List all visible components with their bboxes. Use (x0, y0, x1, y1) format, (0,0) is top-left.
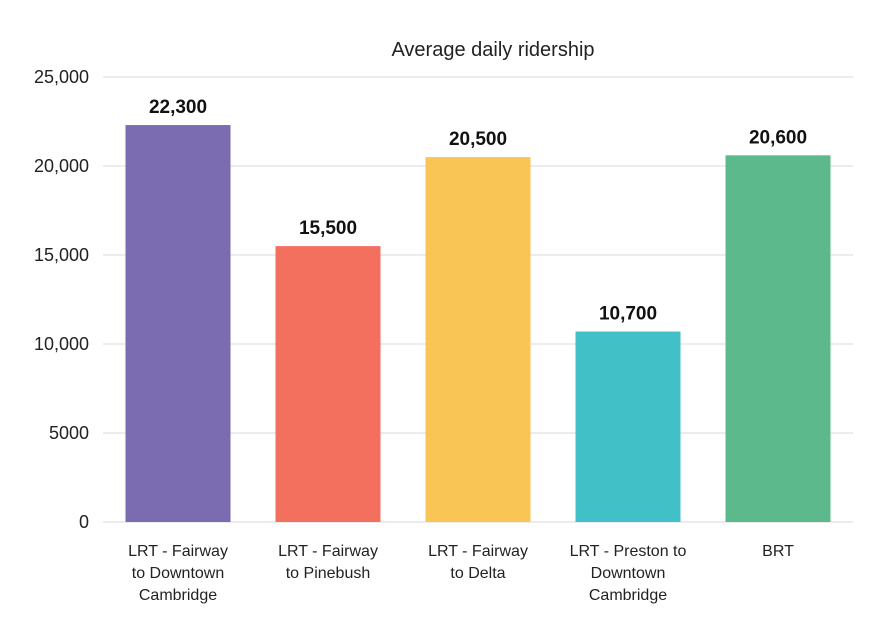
y-tick-label: 15,000 (34, 245, 89, 265)
x-tick-label: LRT - Fairway to Downtown Cambridge (128, 543, 228, 604)
bar (275, 246, 381, 522)
data-label: 10,700 (599, 304, 657, 325)
bar (575, 331, 681, 522)
data-label: 15,500 (299, 218, 357, 239)
x-tick-label: BRT (762, 543, 794, 560)
data-label: 20,500 (449, 129, 507, 150)
y-tick-label: 10,000 (34, 334, 89, 354)
y-tick-label: 5000 (49, 423, 89, 443)
x-tick-label: LRT - Preston to Downtown Cambridge (570, 543, 687, 604)
y-tick-label: 0 (79, 512, 89, 532)
bar (725, 155, 831, 522)
y-axis-tick-labels: 0 5000 10,000 15,000 20,000 25,000 (34, 67, 89, 532)
data-label: 20,600 (749, 127, 807, 148)
bar (425, 157, 531, 522)
y-tick-label: 25,000 (34, 67, 89, 87)
data-label: 22,300 (149, 97, 207, 118)
data-labels: 22,300 15,500 20,500 10,700 20,600 (149, 97, 807, 324)
x-axis-tick-labels: LRT - Fairway to Downtown Cambridge LRT - F… (128, 543, 794, 604)
x-tick-label: LRT - Fairway to Delta (428, 543, 528, 582)
y-tick-label: 20,000 (34, 156, 89, 176)
bars (125, 125, 831, 522)
bar (125, 125, 231, 522)
chart-title: Average daily ridership (391, 39, 594, 61)
x-tick-label: LRT - Fairway to Pinebush (278, 543, 378, 582)
